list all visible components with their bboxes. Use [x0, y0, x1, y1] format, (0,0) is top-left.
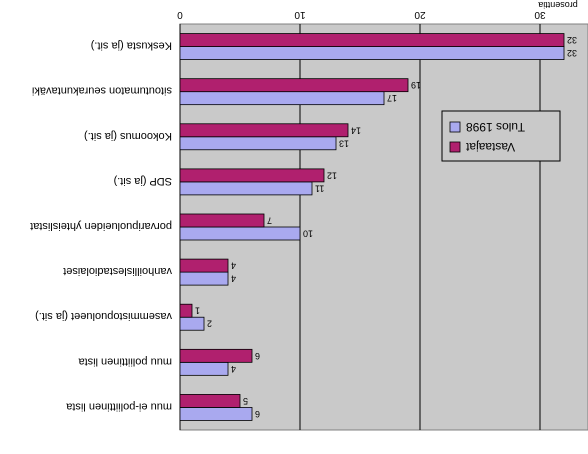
bar-vastaajat [179, 213, 265, 228]
tick-label: 0 [177, 9, 183, 20]
data-label: 11 [315, 183, 324, 193]
bar-vastaajat [179, 123, 349, 138]
data-label: 4 [231, 261, 236, 271]
bar-vastaajat [179, 303, 193, 318]
tick-label: 10 [294, 9, 306, 20]
bar-tulos [179, 407, 253, 421]
bar-tulos [179, 226, 301, 241]
bar-tulos [179, 46, 565, 60]
data-label: 14 [351, 125, 361, 135]
category-label: SDP (ja sit.) [114, 175, 172, 187]
bar-vastaajat [179, 78, 409, 93]
legend [441, 110, 561, 162]
bar-vastaajat [179, 33, 565, 47]
bar-tulos [179, 361, 229, 376]
data-label: 32 [567, 48, 577, 58]
data-label: 19 [411, 80, 421, 90]
data-label: 13 [339, 138, 349, 148]
data-label: 12 [327, 170, 337, 180]
legend-label: Vastaajat [465, 140, 515, 154]
legend-swatch [449, 141, 461, 153]
category-label: Kokoomus (ja sit.) [84, 130, 172, 142]
category-label: muu ei-poliittinen lista [65, 400, 172, 412]
bar-tulos [179, 136, 337, 151]
category-label: vanhoillislestadiolaiset [63, 265, 172, 277]
data-label: 1 [195, 306, 200, 316]
bar-vastaajat [179, 348, 253, 363]
bar-tulos [179, 271, 229, 286]
bar-vastaajat [179, 258, 229, 273]
data-label: 2 [207, 319, 212, 329]
legend-swatch [449, 121, 461, 133]
tick-label: 30 [534, 9, 546, 20]
data-label: 17 [387, 93, 397, 103]
bar-tulos [179, 181, 313, 196]
legend-label: Tulos 1998 [466, 120, 525, 134]
bar-vastaajat [179, 394, 241, 408]
data-label: 32 [567, 35, 577, 45]
category-label: porvaripuolueiden yhteislistat [30, 220, 172, 232]
data-label: 5 [243, 396, 248, 406]
category-label: vasemmistopuolueet (ja sit.) [35, 310, 172, 322]
data-label: 7 [267, 216, 272, 226]
axis-title: prosenttia [538, 0, 578, 10]
data-label: 6 [255, 351, 260, 361]
data-label: 4 [231, 274, 236, 284]
data-label: 6 [255, 409, 260, 419]
bar-vastaajat [179, 168, 325, 183]
data-label: 4 [231, 364, 236, 374]
bar-tulos [179, 316, 205, 331]
category-label: muu poliittinen lista [78, 355, 172, 367]
category-label: sitoutumaton seurakuntaväki [32, 85, 172, 97]
bar-tulos [179, 91, 385, 106]
category-label: Keskusta (ja sit.) [91, 40, 172, 52]
data-label: 10 [303, 229, 313, 239]
tick-label: 20 [414, 9, 426, 20]
